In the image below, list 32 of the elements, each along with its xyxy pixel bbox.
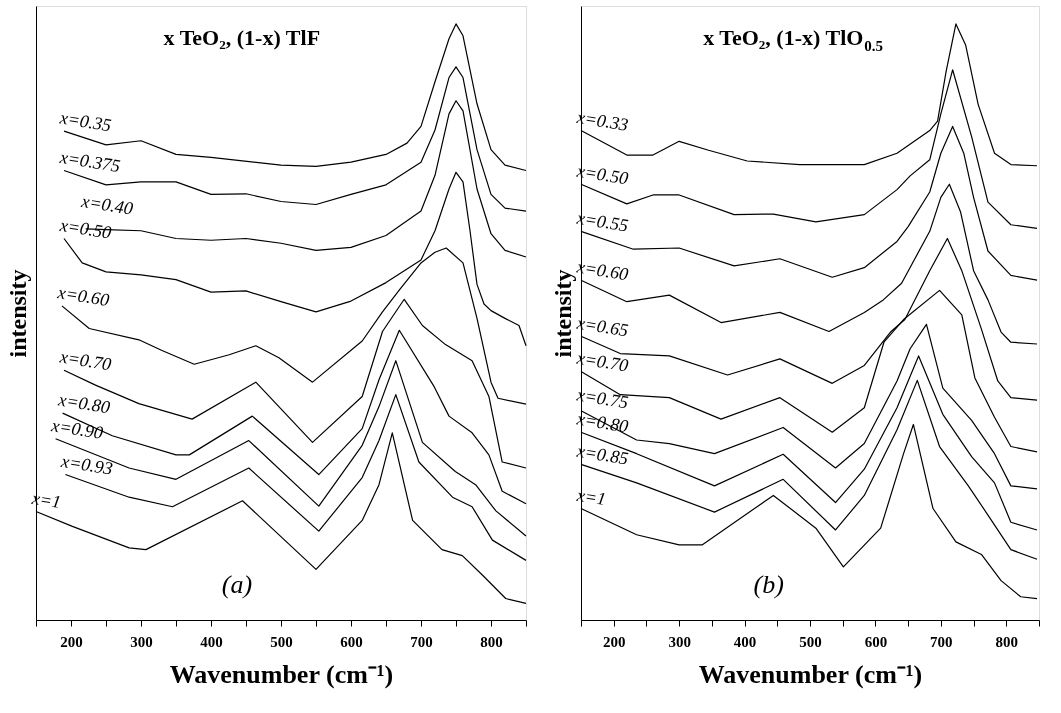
x-tick-label: 800 xyxy=(480,633,503,650)
x-tick-label: 500 xyxy=(270,633,293,650)
x-axis-title: Wavenumber (cm⁻¹) xyxy=(169,659,394,689)
annotation: (a) xyxy=(221,570,253,599)
x-tick-label: 200 xyxy=(602,633,626,650)
x-tick-label: 600 xyxy=(340,633,363,650)
text: x=0.50 xyxy=(574,160,630,189)
x-axis-title: Wavenumber (cm⁻¹) xyxy=(698,659,923,689)
y-axis-title: intensity xyxy=(4,269,31,358)
x-tick-label: 700 xyxy=(930,633,953,650)
x-tick-label: 700 xyxy=(410,633,433,650)
x-tick-label: 300 xyxy=(130,633,153,650)
x-tick-label: 400 xyxy=(733,633,757,650)
x-tick-label: 600 xyxy=(864,633,888,650)
text: x=0.85 xyxy=(574,440,630,469)
text: x=0.375 xyxy=(57,146,122,177)
text: x=0.65 xyxy=(574,312,630,341)
x-tick-label: 800 xyxy=(995,633,1019,650)
y-axis-title: intensity xyxy=(549,269,576,358)
text: x=0.55 xyxy=(574,207,630,236)
x-tick-label: 400 xyxy=(200,633,223,650)
x-tick-label: 500 xyxy=(799,633,822,650)
x-tick-label: 300 xyxy=(668,633,691,650)
annotation: (b) xyxy=(753,570,784,599)
text: x=0.33 xyxy=(574,106,630,135)
text: x=0.70 xyxy=(57,346,113,375)
text: x=0.60 xyxy=(55,282,111,311)
text: x=0.70 xyxy=(574,347,630,376)
text: x=0.93 xyxy=(58,450,115,479)
x-tick-label: 200 xyxy=(60,633,83,650)
text: x=0.35 xyxy=(57,107,113,136)
chart-title: x TeO₂, (1-x) TlF xyxy=(163,25,321,50)
